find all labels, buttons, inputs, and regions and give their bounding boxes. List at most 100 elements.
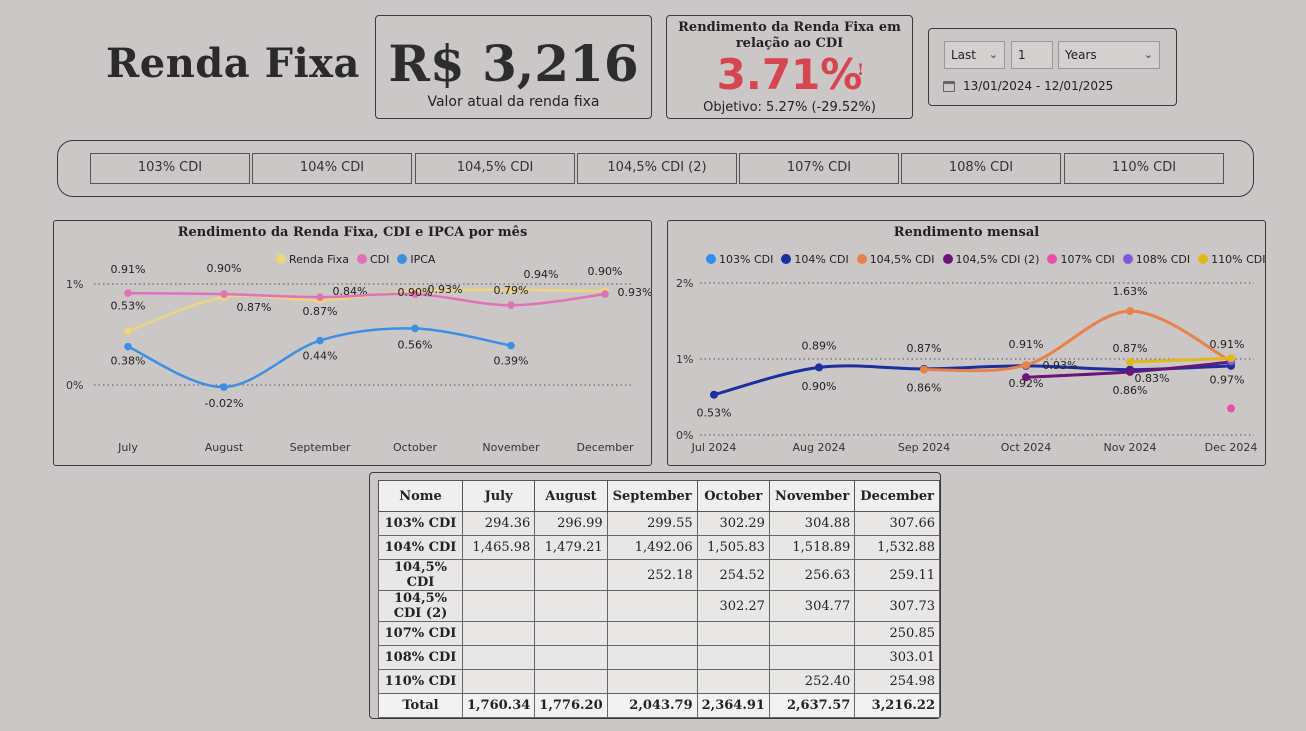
column-header[interactable]: August [534,480,608,512]
slicer-104-5-cdi-2[interactable]: 104,5% CDI (2) [577,153,737,184]
data-label: 0.83% [1135,372,1170,385]
data-label: 0.93% [1043,359,1078,372]
data-label: 0.87% [303,305,338,318]
y-tick-label: 1% [66,278,83,291]
value-cell [534,559,608,591]
series-line [1129,356,1232,364]
value-cell: 250.85 [854,621,940,646]
line-chart-monthly: 1% 0% July August September October November De… [66,262,651,454]
legend-dot [1122,254,1133,264]
x-tick-label: July [117,441,138,454]
slicer-103-cdi[interactable]: 103% CDI [90,153,250,184]
y-tick-label: 0% [66,379,83,392]
column-header[interactable]: October [696,480,770,512]
slicer-107-cdi[interactable]: 107% CDI [739,153,899,184]
value-cell: 1,505.83 [696,535,770,560]
data-point [507,341,515,350]
data-label: 0.87% [237,301,272,314]
series-line [923,309,1232,373]
page-title: Renda Fixa [106,40,360,87]
legend-item: 107% CDI [1047,253,1115,266]
fund-slicer: 103% CDI 104% CDI 104,5% CDI 104,5% CDI … [57,140,1254,197]
slicer-108-cdi[interactable]: 108% CDI [901,153,1061,184]
value-cell [696,621,770,646]
data-label: 0.56% [398,338,433,351]
value-cell [461,621,536,646]
date-filter-card: Last ⌄ 1 Years ⌄ 13/01/2024 - 12/01/2025 [928,28,1177,106]
data-point [1022,361,1030,370]
data-label: 0.91% [1210,338,1245,351]
table-row: 104% CDI 1,465.98 1,479.21 1,492.06 1,505.83… [378,535,940,560]
date-range-label: 13/01/2024 - 12/01/2025 [963,79,1114,93]
data-label: 0.79% [494,284,529,297]
legend-label: 104,5% CDI (2) [955,253,1040,266]
table-card: Nome July August September October November De… [369,472,941,719]
table-row: 104,5% CDI 252.18 254.52 256.63 259.11 [378,559,940,591]
value-cell: 252.18 [606,559,698,591]
value-cell [696,669,770,694]
data-point [220,383,228,391]
column-header[interactable]: December [854,480,940,512]
legend-item: IPCA [397,253,435,266]
value-cell: 254.52 [696,559,770,591]
value-cell [534,645,608,670]
value-cell [768,621,856,646]
column-header[interactable]: Nome [378,480,463,512]
data-point [1126,367,1134,376]
legend-label: 104,5% CDI [869,253,935,266]
value-cell: 302.29 [696,511,770,536]
period-count-input[interactable]: 1 [1011,41,1053,69]
value-cell: 299.55 [606,511,698,536]
slicer-104-5-cdi[interactable]: 104,5% CDI [415,153,575,184]
period-dropdown[interactable]: Last ⌄ [944,41,1005,69]
row-name-cell: 107% CDI [378,621,463,646]
slicer-104-cdi[interactable]: 104% CDI [252,153,412,184]
legend-item: 104,5% CDI [856,253,935,266]
value-cell: 1,492.06 [606,535,698,560]
chevron-down-icon: ⌄ [1143,48,1153,61]
slicer-110-cdi[interactable]: 110% CDI [1064,153,1224,184]
data-point [815,363,823,372]
column-header[interactable]: November [768,480,856,512]
data-label: 0.90% [207,262,242,275]
data-label: 0.93% [618,286,651,299]
x-tick-label: Aug 2024 [793,441,846,454]
x-tick-label: Nov 2024 [1104,441,1157,454]
warning-icon: ! [857,60,865,79]
data-point [411,290,419,298]
value-cell: 307.73 [854,590,940,622]
row-name-cell: 104,5% CDI (2) [378,590,463,622]
data-label: 0.90% [398,286,433,299]
legend-dot [1198,254,1209,264]
value-cell: 304.88 [768,511,856,536]
data-label: 0.90% [802,380,837,393]
value-cell: 259.11 [854,559,940,591]
period-unit-value: Years [1065,48,1097,62]
value-cell [696,645,770,670]
value-cell: 303.01 [854,645,940,670]
kpi-card: R$ 3,216 Valor atual da renda fixa [375,15,652,119]
row-name-cell: 110% CDI [378,669,463,694]
data-label: 0.53% [111,299,146,312]
column-header[interactable]: September [606,480,698,512]
table-row: 103% CDI 294.36 296.99 299.55 302.29 304.88 30… [378,511,940,536]
x-tick-label: Dec 2024 [1205,441,1258,454]
legend-item: 104% CDI [781,253,849,266]
chart-title: Rendimento da Renda Fixa, CDI e IPCA por… [177,225,528,240]
value-cell: 2,043.79 [606,693,698,718]
value-cell [534,621,608,646]
data-label: 0.86% [1113,384,1148,397]
x-tick-label: August [205,441,244,454]
table-row: 108% CDI 303.01 [378,645,940,670]
data-point [220,290,228,298]
column-header[interactable]: July [461,480,536,512]
period-unit-dropdown[interactable]: Years ⌄ [1058,41,1160,69]
data-label: 0.87% [1113,342,1148,355]
value-cell: 254.98 [854,669,940,694]
value-cell: 1,532.88 [854,535,940,560]
legend-label: CDI [369,253,390,266]
value-cell: 2,637.57 [768,693,856,718]
data-point [507,301,515,310]
data-label: 0.92% [1009,377,1044,390]
value-cell [461,559,536,591]
